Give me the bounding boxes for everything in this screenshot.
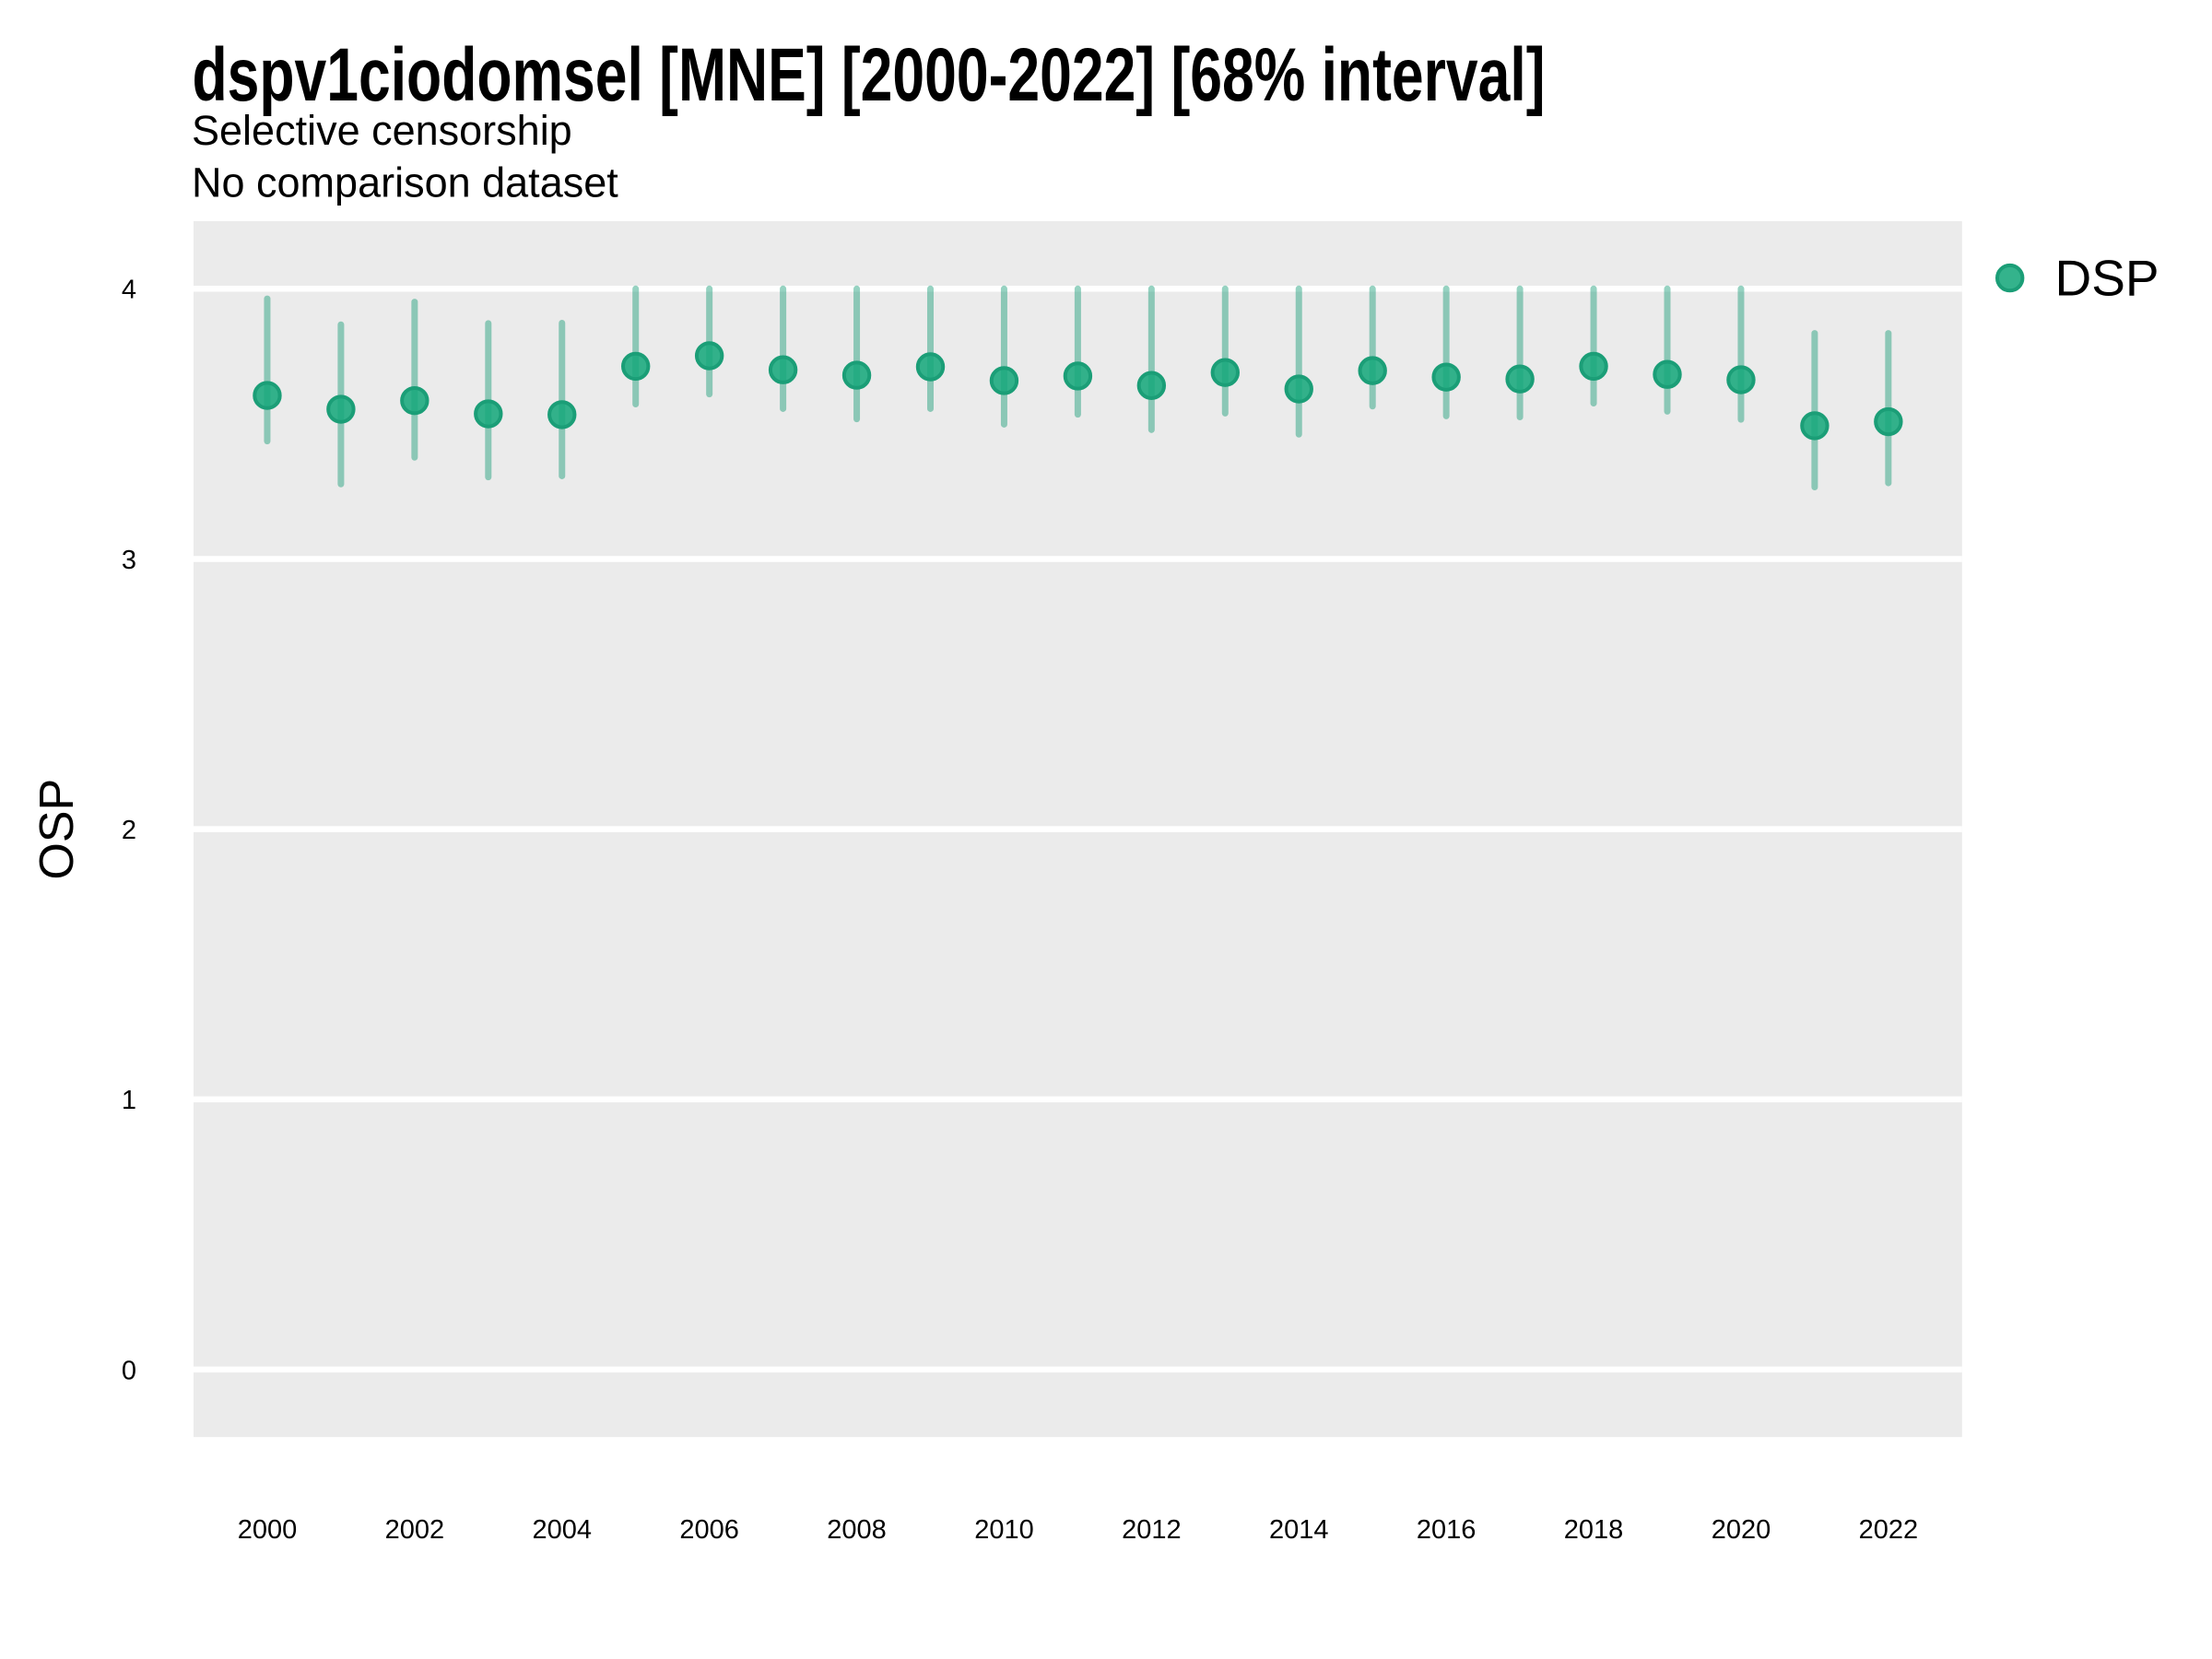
x-axis-tick-labels: 2000 2002 2004 2006 2008 2010 2012 2014 2016 2018… [238,1515,1918,1545]
point-marker-2020 [1726,365,1756,394]
point-marker-2022 [1874,406,1903,437]
x-tick-label-2004: 2004 [532,1515,592,1545]
pointrange-2017 [1505,285,1535,421]
point-marker-2014 [1284,374,1313,404]
y-axis-tick-labels: 0 1 2 3 4 [122,276,136,1386]
y-tick-label-1: 1 [122,1086,136,1115]
pointrange-2009 [915,285,946,412]
pointrange-2010 [989,285,1019,428]
pointrange-2013 [1210,285,1241,417]
point-marker-2005 [621,351,651,382]
legend-marker-dsp [1995,263,2025,293]
point-marker-2008 [841,360,872,390]
x-tick-label-2020: 2020 [1712,1515,1771,1545]
pointrange-2007 [768,285,798,412]
pointrange-2016 [1431,285,1461,419]
pointrange-2018 [1579,285,1608,407]
chart-subtitle-line2: No comparison dataset [192,159,618,206]
y-gridlines [194,286,1962,1373]
x-tick-label-2012: 2012 [1122,1515,1182,1545]
point-marker-2018 [1579,351,1608,382]
point-marker-2007 [768,355,798,384]
legend: DSP [1995,250,2159,307]
pointrange-2003 [474,320,503,481]
pointrange-2020 [1726,285,1756,423]
point-marker-2021 [1800,411,1830,441]
x-tick-label-2002: 2002 [385,1515,445,1545]
x-tick-label-2008: 2008 [827,1515,887,1545]
point-marker-2016 [1431,362,1461,392]
pointrange-2001 [326,321,356,488]
x-tick-label-2010: 2010 [974,1515,1034,1545]
point-marker-2010 [989,366,1019,395]
point-marker-2012 [1136,371,1167,400]
pointrange-2004 [547,320,577,479]
pointrange-2000 [253,295,282,445]
x-tick-label-2016: 2016 [1417,1515,1477,1545]
pointrange-2005 [621,285,651,407]
y-tick-label-3: 3 [122,546,136,575]
point-marker-2013 [1210,358,1241,387]
pointrange-2021 [1800,330,1830,490]
pointrange-2022 [1874,330,1903,487]
x-tick-label-2014: 2014 [1269,1515,1329,1545]
y-tick-label-0: 0 [122,1356,136,1385]
x-tick-label-2022: 2022 [1859,1515,1919,1545]
chart-subtitle-line1: Selective censorship [192,107,572,154]
x-tick-label-2018: 2018 [1564,1515,1624,1545]
point-marker-2004 [547,400,577,429]
point-marker-2015 [1358,356,1387,385]
y-tick-label-2: 2 [122,816,136,845]
point-marker-2000 [253,381,282,410]
pointrange-2012 [1136,285,1167,433]
pointrange-2006 [694,285,724,398]
chart-title: dspv1ciodomsel [MNE] [2000-2022] [68% in… [193,33,1546,117]
point-marker-2017 [1505,364,1535,394]
pointrange-series [253,285,1903,490]
point-marker-2019 [1653,359,1682,389]
point-marker-2003 [474,399,503,429]
point-marker-2006 [694,341,724,371]
point-marker-2011 [1063,361,1093,391]
pointrange-2011 [1063,285,1093,418]
point-marker-2009 [915,352,946,382]
pointrange-2015 [1358,285,1387,410]
pointrange-2008 [841,285,872,423]
x-tick-label-2000: 2000 [238,1515,298,1545]
y-tick-label-4: 4 [122,276,136,305]
point-marker-2001 [326,394,356,424]
pointrange-2014 [1284,285,1313,438]
legend-label-dsp: DSP [2055,250,2159,307]
y-axis-title: OSP [30,779,84,880]
pointrange-2019 [1653,285,1682,415]
pointrange-2002 [400,299,429,461]
x-tick-label-2006: 2006 [679,1515,739,1545]
point-marker-2002 [400,385,429,416]
